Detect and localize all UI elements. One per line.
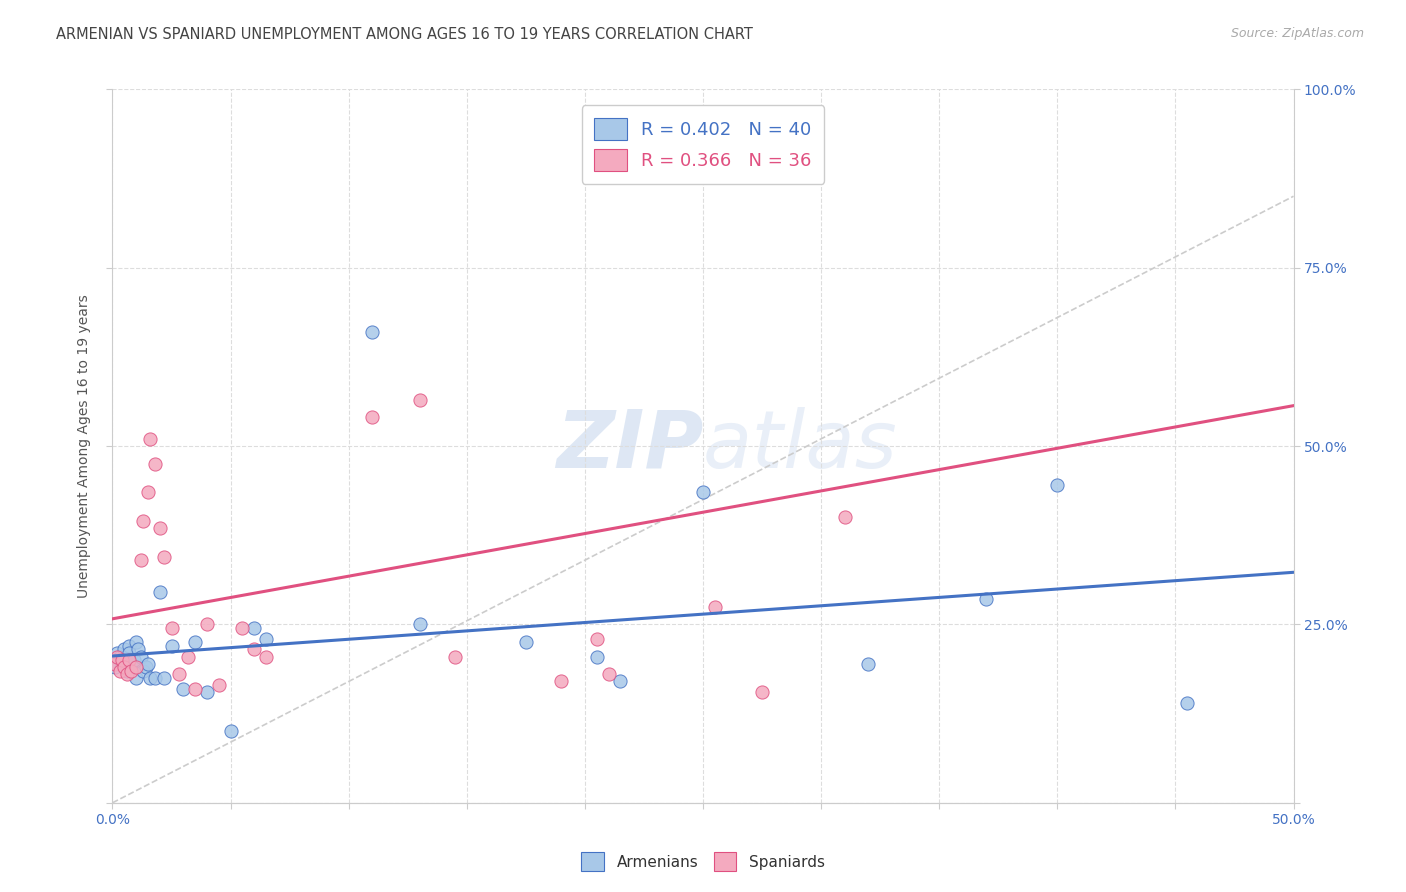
Point — [105, 649, 128, 664]
Point — [104, 660, 127, 674]
Point — [1046, 478, 1069, 492]
Point — [129, 553, 152, 567]
Point — [585, 632, 607, 646]
Point — [111, 653, 134, 667]
Text: atlas: atlas — [703, 407, 898, 485]
Point — [135, 660, 157, 674]
Point — [132, 664, 155, 678]
Point — [219, 724, 242, 739]
Point — [108, 664, 131, 678]
Point — [129, 649, 152, 664]
Point — [132, 514, 155, 528]
Point — [254, 649, 277, 664]
Point — [139, 671, 162, 685]
Point — [172, 681, 194, 696]
Point — [184, 681, 207, 696]
Point — [120, 664, 142, 678]
Point — [208, 678, 231, 692]
Point — [111, 657, 134, 671]
Point — [177, 649, 200, 664]
Text: Source: ZipAtlas.com: Source: ZipAtlas.com — [1230, 27, 1364, 40]
Point — [361, 410, 384, 425]
Point — [609, 168, 631, 182]
Point — [598, 667, 620, 681]
Point — [143, 457, 166, 471]
Point — [115, 667, 138, 681]
Point — [125, 660, 148, 674]
Point — [160, 639, 183, 653]
Point — [120, 657, 142, 671]
Point — [361, 325, 384, 339]
Point — [108, 649, 131, 664]
Point — [195, 685, 218, 699]
Point — [112, 642, 135, 657]
Point — [1175, 696, 1198, 710]
Point — [160, 621, 183, 635]
Point — [136, 485, 159, 500]
Point — [139, 432, 162, 446]
Point — [167, 667, 190, 681]
Legend: Armenians, Spaniards: Armenians, Spaniards — [575, 847, 831, 877]
Point — [184, 635, 207, 649]
Point — [115, 660, 138, 674]
Point — [125, 671, 148, 685]
Point — [195, 617, 218, 632]
Point — [550, 674, 572, 689]
Point — [153, 671, 176, 685]
Point — [153, 549, 176, 564]
Point — [118, 639, 141, 653]
Point — [104, 657, 127, 671]
Point — [609, 674, 631, 689]
Point — [112, 653, 135, 667]
Point — [692, 485, 714, 500]
Point — [118, 653, 141, 667]
Point — [105, 646, 128, 660]
Y-axis label: Unemployment Among Ages 16 to 19 years: Unemployment Among Ages 16 to 19 years — [77, 294, 91, 598]
Point — [136, 657, 159, 671]
Point — [444, 649, 467, 664]
Point — [125, 635, 148, 649]
Point — [976, 592, 998, 607]
Point — [149, 521, 172, 535]
Point — [858, 657, 880, 671]
Point — [231, 621, 253, 635]
Point — [751, 685, 773, 699]
Text: ARMENIAN VS SPANIARD UNEMPLOYMENT AMONG AGES 16 TO 19 YEARS CORRELATION CHART: ARMENIAN VS SPANIARD UNEMPLOYMENT AMONG … — [56, 27, 754, 42]
Point — [115, 664, 138, 678]
Point — [254, 632, 277, 646]
Point — [127, 642, 149, 657]
Point — [143, 671, 166, 685]
Point — [122, 653, 145, 667]
Point — [834, 510, 856, 524]
Text: ZIP: ZIP — [555, 407, 703, 485]
Point — [118, 646, 141, 660]
Point — [243, 621, 266, 635]
Point — [633, 168, 655, 182]
Point — [703, 599, 725, 614]
Point — [515, 635, 537, 649]
Point — [112, 660, 135, 674]
Point — [408, 617, 430, 632]
Point — [585, 649, 607, 664]
Point — [149, 585, 172, 599]
Point — [408, 392, 430, 407]
Point — [243, 642, 266, 657]
